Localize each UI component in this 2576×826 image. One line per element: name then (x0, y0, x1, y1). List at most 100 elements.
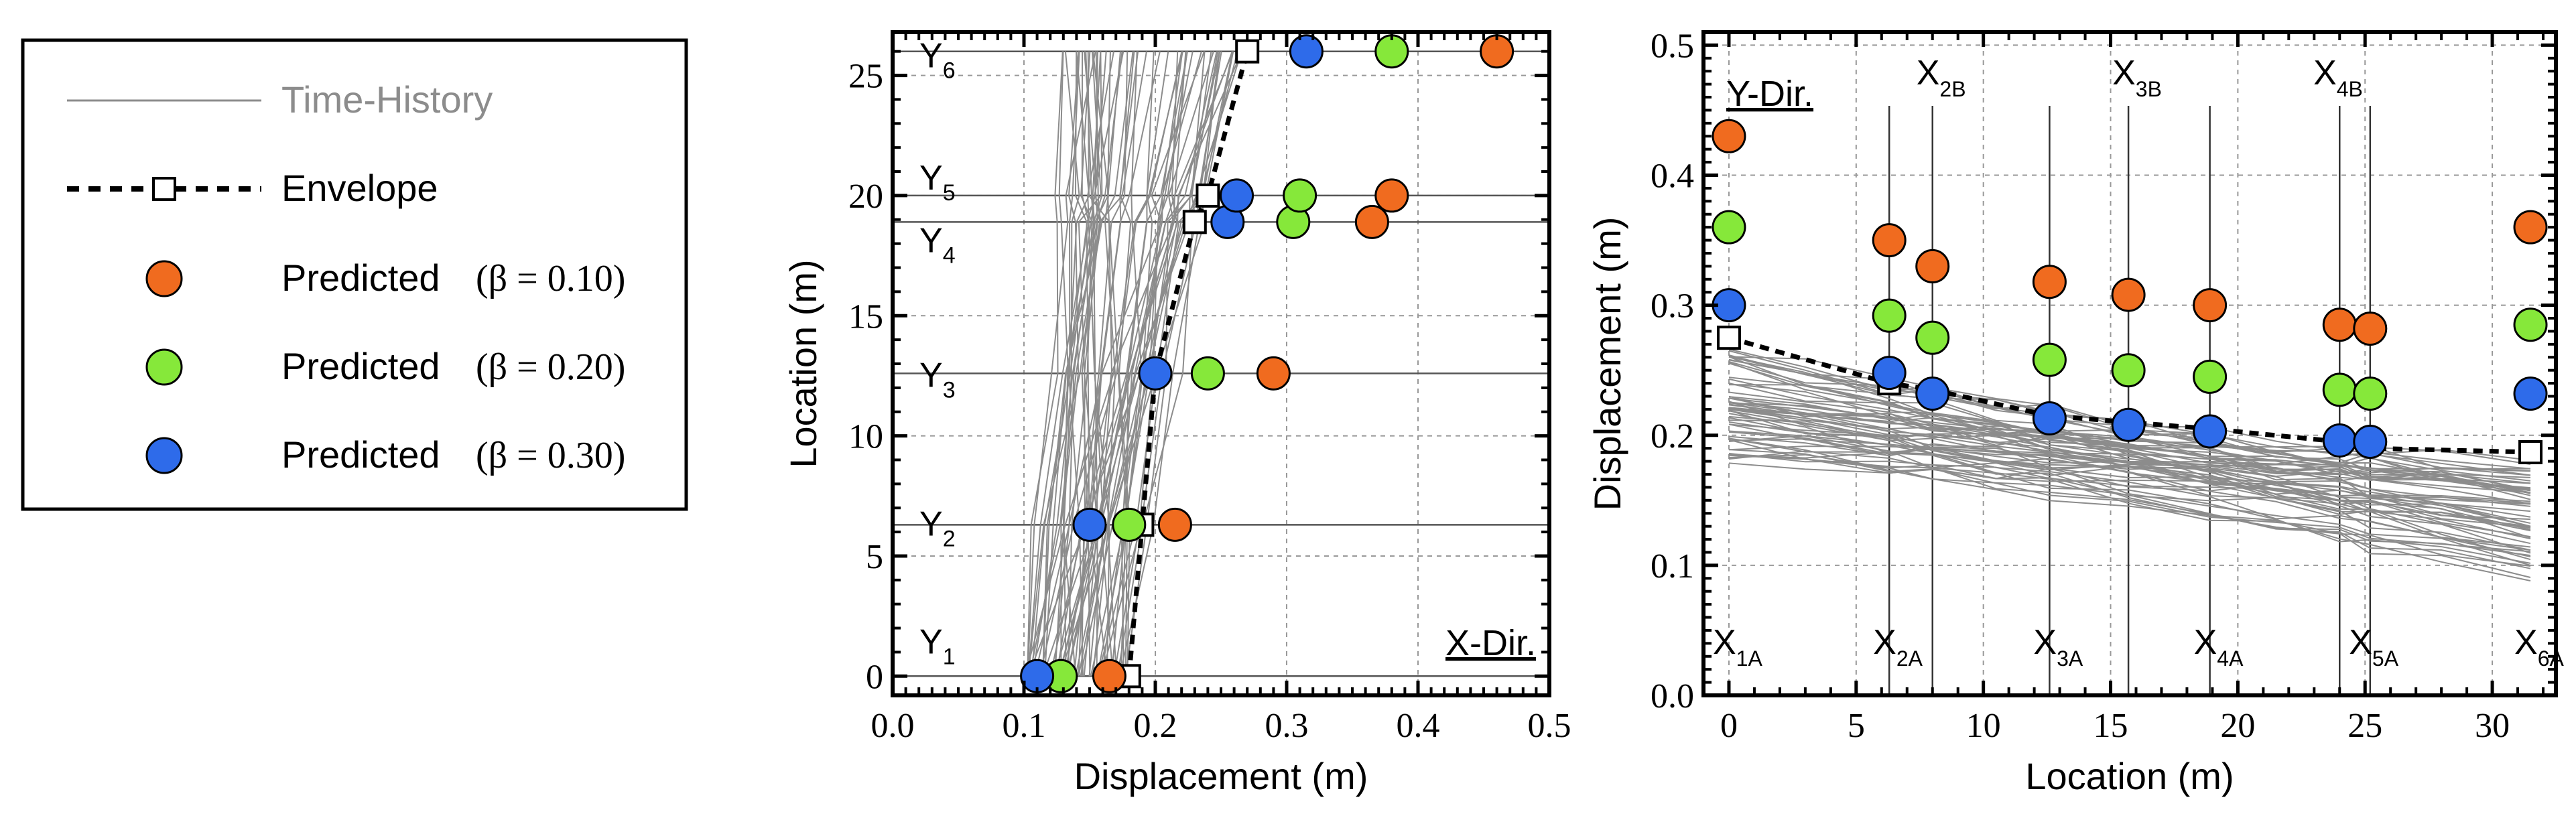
legend-beta-010-label: Predicted (281, 257, 440, 299)
chart1-time-history-lines (1024, 51, 1243, 677)
y-tick-label: 0.5 (1651, 27, 1694, 65)
time-history-line (1728, 430, 2531, 564)
legend: Time-History Envelope Predicted (β = 0.1… (21, 38, 688, 511)
story-label-y4: Y4 (919, 221, 956, 268)
point-beta-010 (2111, 277, 2146, 312)
chart2-y-axis-title: Displacement (m) (1586, 217, 1628, 511)
wall-label-x2b: X2B (1917, 54, 1966, 101)
point-beta-030 (2353, 424, 2388, 459)
chart2-wall-labels: X1A X2A X3A X4A X5A X6A X2B X3B X4B (1713, 54, 2565, 671)
x-tick-label: 10 (1966, 707, 2001, 745)
wall-label-x3b: X3B (2112, 54, 2162, 101)
chart1-direction-label: X-Dir. (1445, 623, 1536, 663)
x-tick-label: 0 (1720, 707, 1738, 745)
time-history-line (1728, 435, 2531, 492)
time-history-line (1078, 51, 1219, 677)
time-history-line (1058, 51, 1076, 677)
envelope-marker (1235, 39, 1260, 64)
point-beta-030 (1072, 507, 1107, 542)
y-tick-label: 25 (848, 58, 883, 96)
chart2-predicted-points (1712, 119, 2548, 459)
time-history-line (1120, 51, 1143, 677)
y-tick-label: 0 (866, 658, 883, 696)
y-tick-label: 0.3 (1651, 287, 1694, 326)
point-beta-010 (1374, 178, 1409, 213)
time-history-line (1024, 51, 1184, 677)
x-tick-label: 0.5 (1528, 707, 1571, 745)
time-history-line (1118, 51, 1221, 677)
time-history-line (1081, 51, 1110, 677)
time-history-line (1728, 431, 2531, 512)
x-tick-label: 0.3 (1265, 707, 1309, 745)
x-tick-label: 0.1 (1003, 707, 1046, 745)
point-beta-020 (2513, 307, 2548, 342)
wall-label-x1a: X1A (1713, 623, 1762, 671)
point-beta-010 (1712, 119, 1746, 153)
time-history-line (1728, 452, 2531, 502)
time-history-line (1034, 51, 1205, 677)
point-beta-010 (1157, 507, 1192, 542)
y-tick-label: 15 (848, 297, 883, 336)
time-history-line (1728, 361, 2531, 545)
time-history-line (1049, 51, 1222, 677)
legend-beta-020-marker (145, 348, 183, 386)
point-beta-010 (1915, 249, 1950, 283)
chart1-story-labels: Y1 Y2 Y3 Y4 Y5 Y6 (919, 36, 956, 669)
legend-beta-010-param: (β = 0.10) (476, 258, 625, 299)
time-history-line (1728, 409, 2531, 566)
y-tick-label: 10 (848, 418, 883, 456)
point-beta-010 (1872, 223, 1907, 258)
time-history-line (1027, 51, 1064, 677)
legend-beta-020-label: Predicted (281, 345, 440, 387)
time-history-line (1728, 396, 2531, 494)
x-tick-label: 0.0 (871, 707, 915, 745)
point-beta-020 (2353, 376, 2388, 411)
time-history-line (1027, 51, 1243, 677)
envelope-marker (1182, 210, 1207, 234)
point-beta-010 (2513, 210, 2548, 245)
point-beta-030 (1915, 376, 1950, 411)
story-label-y1: Y1 (919, 623, 956, 670)
time-history-line (1728, 439, 2531, 569)
chart2-time-history-lines (1728, 348, 2531, 581)
envelope-marker (2518, 440, 2543, 464)
chart-y-direction: X1A X2A X3A X4A X5A X6A X2B X3B X4B 0 5 10 15 20 25 30… (1586, 27, 2565, 797)
y-tick-label: 0.2 (1651, 417, 1694, 456)
chart1-x-axis-title: Displacement (m) (1074, 755, 1368, 797)
time-history-line (1120, 51, 1155, 677)
time-history-line (1728, 437, 2531, 557)
time-history-line (1728, 462, 2531, 507)
legend-beta-010-marker (145, 260, 183, 297)
time-history-line (1068, 51, 1090, 677)
legend-beta-030-marker (145, 437, 183, 474)
time-history-line (1092, 51, 1194, 677)
wall-label-x4b: X4B (2313, 54, 2363, 101)
chart1-y-axis-title: Location (m) (782, 259, 824, 468)
envelope-marker (1196, 183, 1220, 208)
point-beta-030 (2193, 414, 2228, 449)
time-history-line (1042, 51, 1102, 677)
point-beta-020 (1712, 210, 1746, 245)
point-beta-020 (2322, 372, 2357, 407)
time-history-line (1728, 401, 2531, 518)
time-history-line (1027, 51, 1096, 677)
point-beta-030 (1138, 356, 1173, 391)
legend-beta-030-label: Predicted (281, 433, 440, 476)
time-history-line (1728, 454, 2531, 505)
legend-frame (21, 38, 688, 511)
plot-frame (1701, 30, 2558, 697)
legend-beta-020-param: (β = 0.20) (476, 346, 625, 388)
y-tick-label: 20 (848, 178, 883, 216)
time-history-line (1728, 409, 2531, 527)
point-beta-020 (1112, 507, 1147, 542)
time-history-line (1031, 51, 1123, 677)
point-beta-030 (1289, 34, 1324, 69)
point-beta-010 (1092, 659, 1126, 693)
wall-label-x6a: X6A (2514, 623, 2564, 671)
legend-envelope-marker (152, 177, 176, 201)
time-history-line (1027, 51, 1114, 677)
time-history-line (1728, 419, 2531, 484)
chart1-axes: 0.0 0.1 0.2 0.3 0.4 0.5 0 5 10 15 20 25 (848, 30, 1571, 745)
story-label-y5: Y5 (919, 159, 956, 206)
